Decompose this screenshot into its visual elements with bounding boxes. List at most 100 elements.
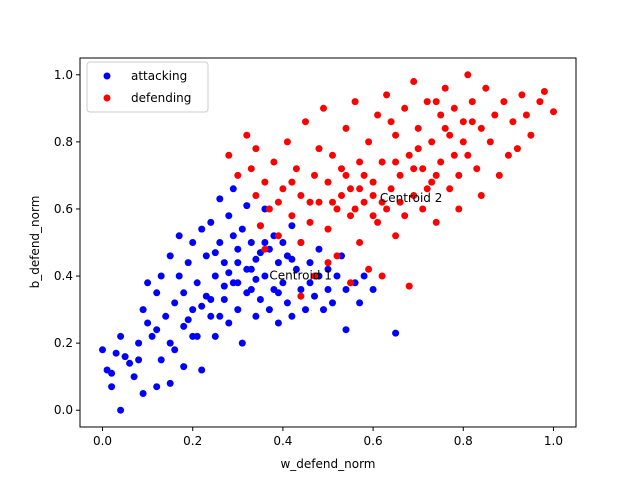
point-attacking-64 (265, 306, 273, 314)
point-attacking-83 (315, 245, 323, 253)
point-attacking-57 (247, 239, 255, 246)
point-defending-94 (369, 192, 377, 199)
point-attacking-31 (189, 239, 197, 246)
point-attacking-92 (342, 286, 350, 293)
point-defending-62 (446, 185, 454, 193)
point-attacking-25 (175, 272, 183, 280)
point-attacking-37 (202, 252, 210, 260)
point-attacking-9 (130, 373, 138, 381)
point-defending-29 (347, 212, 354, 220)
point-defending-83 (522, 111, 530, 119)
point-defending-117 (356, 185, 364, 193)
point-defending-103 (387, 118, 395, 126)
point-defending-35 (365, 138, 373, 146)
point-attacking-0 (99, 346, 106, 354)
point-attacking-109 (274, 289, 282, 297)
point-attacking-12 (139, 306, 147, 314)
x-tick-label-4: 0.8 (454, 434, 473, 448)
point-attacking-114 (166, 339, 174, 347)
point-defending-14 (297, 239, 305, 246)
point-attacking-58 (252, 312, 260, 320)
point-defending-111 (261, 245, 269, 253)
point-defending-75 (486, 138, 494, 146)
point-attacking-18 (157, 356, 165, 364)
point-defending-60 (437, 158, 445, 166)
point-attacking-72 (283, 299, 291, 307)
point-defending-107 (306, 198, 314, 206)
point-defending-102 (338, 192, 345, 199)
point-defending-106 (459, 138, 467, 146)
point-defending-93 (405, 282, 413, 290)
point-attacking-21 (166, 379, 174, 387)
point-attacking-51 (234, 306, 242, 314)
point-attacking-53 (238, 339, 246, 347)
point-attacking-70 (279, 239, 287, 246)
y-tick-label-0: 0.0 (54, 403, 73, 417)
point-attacking-52 (238, 225, 246, 233)
point-defending-91 (347, 279, 354, 287)
point-attacking-19 (157, 272, 165, 280)
point-attacking-16 (153, 383, 161, 391)
point-defending-31 (351, 98, 359, 106)
point-attacking-7 (121, 353, 129, 361)
point-defending-88 (297, 292, 305, 300)
point-attacking-40 (211, 272, 219, 280)
point-attacking-4 (117, 406, 125, 414)
point-defending-40 (378, 158, 386, 166)
series-defending (225, 71, 557, 300)
series-layer (99, 71, 557, 414)
point-defending-73 (477, 192, 485, 199)
point-defending-81 (513, 145, 521, 153)
point-attacking-113 (189, 332, 197, 340)
point-defending-48 (401, 104, 409, 112)
point-defending-19 (315, 198, 323, 206)
point-defending-33 (356, 158, 364, 166)
point-attacking-103 (220, 282, 228, 290)
point-defending-1 (234, 171, 242, 179)
point-defending-41 (383, 205, 391, 213)
point-defending-61 (441, 84, 449, 92)
point-attacking-97 (392, 329, 400, 337)
point-defending-86 (540, 88, 548, 95)
point-defending-96 (392, 158, 400, 166)
point-attacking-42 (216, 239, 224, 246)
point-defending-18 (311, 171, 318, 179)
x-tick-label-3: 0.6 (364, 434, 383, 448)
legend-label-attacking: attacking (131, 69, 187, 83)
point-defending-63 (446, 131, 454, 139)
legend-marker-attacking (103, 72, 111, 80)
point-defending-36 (365, 265, 373, 273)
point-defending-64 (450, 104, 458, 112)
point-defending-10 (279, 185, 287, 193)
point-defending-54 (419, 165, 427, 173)
point-defending-49 (405, 151, 413, 159)
point-attacking-110 (288, 255, 296, 263)
point-defending-68 (464, 151, 472, 159)
point-defending-44 (392, 232, 400, 240)
point-defending-82 (518, 91, 526, 99)
point-attacking-75 (288, 312, 296, 320)
point-attacking-15 (148, 332, 156, 340)
point-defending-32 (356, 239, 364, 246)
point-attacking-95 (360, 272, 368, 280)
point-attacking-89 (333, 272, 341, 280)
point-attacking-74 (288, 222, 296, 230)
point-defending-79 (504, 151, 512, 159)
legend-marker-defending (103, 94, 111, 102)
point-defending-55 (423, 98, 431, 106)
point-defending-71 (473, 165, 481, 173)
point-defending-47 (401, 212, 409, 220)
x-tick-label-2: 0.4 (273, 434, 292, 448)
point-defending-90 (324, 259, 332, 267)
point-defending-118 (342, 171, 350, 179)
point-defending-108 (288, 178, 296, 186)
point-attacking-24 (171, 346, 179, 354)
y-tick-label-3: 0.6 (54, 202, 73, 216)
point-attacking-28 (180, 363, 188, 371)
point-attacking-39 (207, 218, 215, 226)
point-defending-0 (225, 151, 233, 159)
x-axis: 0.0 0.2 0.4 0.6 0.8 1.0 (93, 427, 563, 448)
point-defending-69 (464, 71, 472, 79)
point-attacking-17 (153, 289, 161, 297)
y-tick-label-4: 0.8 (54, 135, 73, 149)
